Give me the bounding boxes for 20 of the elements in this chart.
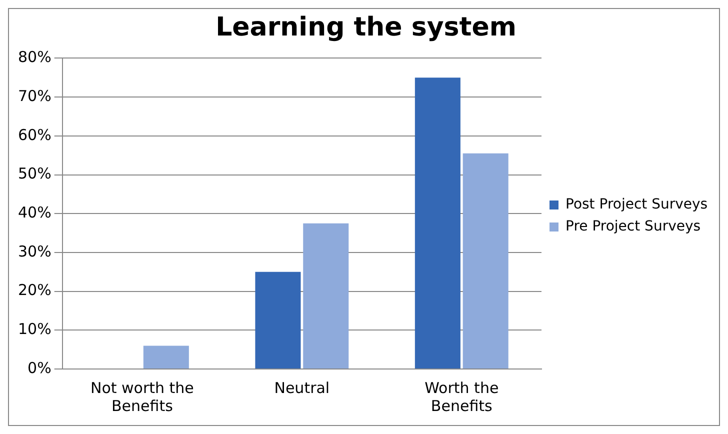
bar [414,78,460,368]
y-tick-label: 70% [18,86,52,105]
y-tick-label: 40% [18,203,52,222]
y-tick-label: 20% [18,281,52,300]
x-tick-label: Worth the Benefits [424,378,499,415]
y-tick-label: 80% [18,48,52,66]
y-tick-label: 10% [18,320,52,338]
legend-label: Post Project Surveys [566,196,708,213]
bar [303,223,349,368]
x-tick-label: Not worth the Benefits [90,378,194,415]
y-tick-label: 50% [18,164,52,183]
chart-title: Learning the system [216,12,516,42]
bar [462,153,508,368]
y-tick-label: 0% [28,358,52,377]
x-tick-label: Neutral [274,378,330,397]
legend-label: Pre Project Surveys [566,218,701,235]
y-tick-label: 60% [18,126,52,144]
bar [143,346,189,368]
bar [255,272,301,368]
y-tick-label: 30% [18,242,52,260]
